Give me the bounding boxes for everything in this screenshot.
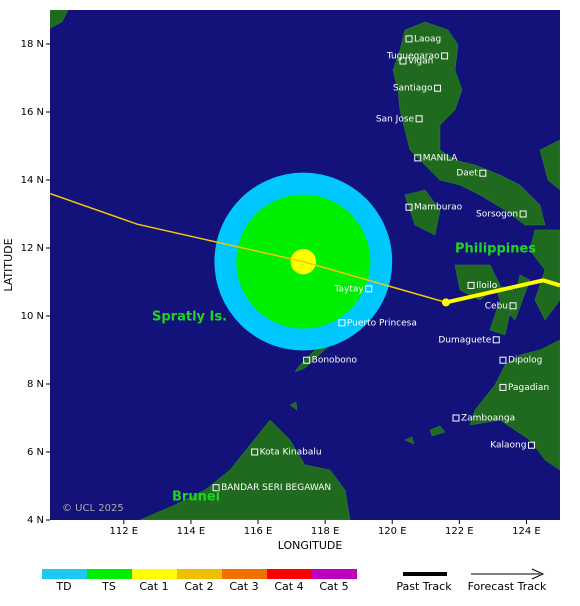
past-track: [445, 278, 560, 305]
arrow-head: [531, 568, 545, 580]
city-label: Dipolog: [508, 356, 542, 366]
y-tick-label: 8 N: [27, 379, 44, 390]
legend-swatch: [132, 569, 177, 579]
city-marker: [467, 281, 475, 289]
x-tick-label: 120 E: [378, 526, 407, 537]
city-label: Kalaong: [490, 441, 526, 451]
city-label: Sorsogon: [476, 210, 518, 220]
city-marker: [414, 154, 422, 162]
x-tick-label: 116 E: [244, 526, 273, 537]
legend-label: Cat 2: [184, 580, 213, 593]
y-axis-label: LATITUDE: [2, 238, 15, 291]
legend-swatch: [312, 569, 357, 579]
legend-label: TS: [101, 580, 116, 593]
city-label: MANILA: [423, 153, 459, 163]
city-marker: [405, 203, 413, 211]
city-label: Tuguegarao: [386, 51, 440, 61]
city-label: Dumaguete: [438, 335, 491, 345]
x-axis-label: LONGITUDE: [278, 539, 343, 552]
city-label: Daet: [456, 169, 478, 179]
city-label: San Jose: [376, 114, 415, 124]
legend-label: Cat 1: [139, 580, 168, 593]
legend-swatch: [267, 569, 312, 579]
city-marker: [415, 115, 423, 123]
x-tick-label: 122 E: [445, 526, 474, 537]
current-position: [441, 298, 450, 307]
legend-swatch: [87, 569, 132, 579]
land: [50, 10, 560, 520]
city-label: Iloilo: [476, 281, 498, 291]
legend-label: Past Track: [396, 580, 452, 593]
city-label: Mamburao: [414, 203, 463, 213]
city-label: Vigan: [408, 57, 433, 67]
city-marker: [499, 383, 507, 391]
x-tick-label: 118 E: [311, 526, 340, 537]
city-marker: [441, 52, 449, 60]
region-label: Philippines: [455, 242, 536, 257]
y-tick-label: 4 N: [27, 515, 44, 526]
y-tick-label: 12 N: [21, 243, 44, 254]
city-marker: [303, 356, 311, 364]
city-marker: [479, 169, 487, 177]
legend-swatch: [177, 569, 222, 579]
city-marker: [527, 441, 535, 449]
city-label: Taytay: [334, 284, 365, 294]
city-marker: [365, 285, 373, 293]
city-marker: [405, 35, 413, 43]
legend-label: Cat 3: [229, 580, 258, 593]
copyright: © UCL 2025: [62, 503, 124, 514]
city-label: Puerto Princesa: [347, 318, 417, 328]
city-label: Bonobono: [312, 356, 358, 366]
city-label: Zamboanga: [461, 414, 515, 424]
x-tick-label: 112 E: [110, 526, 139, 537]
legend-label: Cat 4: [274, 580, 303, 593]
city-label: Santiago: [393, 84, 433, 94]
region-label: Brunei: [172, 490, 220, 505]
region-label: Spratly Is.: [152, 310, 227, 325]
legend-label: TD: [55, 580, 71, 593]
city-marker: [212, 484, 220, 492]
legend-label: Forecast Track: [468, 580, 547, 593]
y-tick-label: 16 N: [21, 107, 44, 118]
city-label: BANDAR SERI BEGAWAN: [221, 483, 331, 493]
city-marker: [452, 414, 460, 422]
y-tick-label: 18 N: [21, 39, 44, 50]
city-marker: [519, 210, 527, 218]
city-label: Pagadian: [508, 383, 549, 393]
city-marker: [399, 57, 407, 65]
legend-swatch: [42, 569, 87, 579]
forecast-track: [50, 192, 447, 304]
city-marker: [251, 448, 259, 456]
y-tick-label: 6 N: [27, 447, 44, 458]
city-marker: [338, 319, 346, 327]
y-tick-label: 10 N: [21, 311, 44, 322]
y-tick-label: 14 N: [21, 175, 44, 186]
city-marker: [492, 336, 500, 344]
legend-swatch: [222, 569, 267, 579]
legend-label: Cat 5: [319, 580, 348, 593]
city-marker: [434, 84, 442, 92]
x-tick-label: 114 E: [177, 526, 206, 537]
city-label: Cebu: [485, 301, 508, 311]
city-marker: [499, 356, 507, 364]
city-label: Kota Kinabalu: [260, 448, 322, 458]
city-label: Laoag: [414, 34, 441, 44]
x-tick-label: 124 E: [512, 526, 541, 537]
city-marker: [509, 302, 517, 310]
